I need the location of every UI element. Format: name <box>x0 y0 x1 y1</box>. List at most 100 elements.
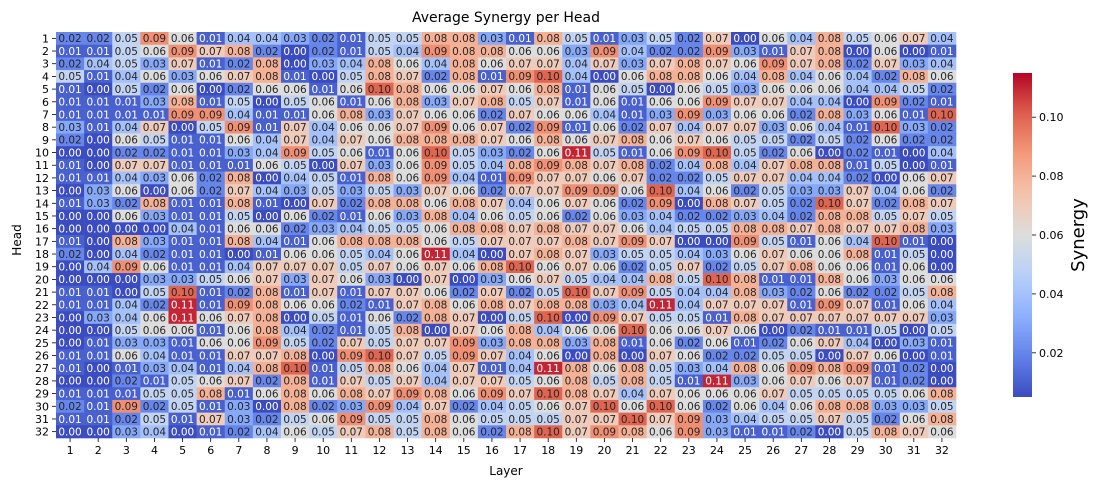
heatmap-cell <box>815 171 844 185</box>
cell-value-label: 0.00 <box>86 135 109 147</box>
cell-value-label: 0.08 <box>621 376 644 388</box>
cell-value-label: 0.08 <box>396 84 419 96</box>
heatmap-cell <box>281 209 310 223</box>
cell-value-label: 0.00 <box>874 173 897 185</box>
cell-value-label: 0.07 <box>818 312 841 324</box>
heatmap-cell <box>871 412 901 426</box>
cell-value-label: 0.01 <box>311 376 334 388</box>
heatmap-cell <box>421 311 451 325</box>
cell-value-label: 0.07 <box>790 223 813 235</box>
heatmap-cell <box>337 70 366 84</box>
cell-value-label: 0.03 <box>480 338 503 350</box>
heatmap-cell <box>168 133 197 147</box>
cell-value-label: 0.06 <box>452 262 476 274</box>
cell-value-label: 0.04 <box>846 71 870 83</box>
heatmap-cell <box>871 399 901 413</box>
cell-value-label: 0.00 <box>86 211 109 223</box>
heatmap-cell <box>618 399 647 413</box>
heatmap-cell <box>506 399 535 413</box>
cell-value-label: 0.01 <box>86 97 109 109</box>
cell-value-label: 0.02 <box>227 287 250 299</box>
heatmap-cell <box>506 425 535 439</box>
cell-value-label: 0.01 <box>311 84 334 96</box>
cell-value-label: 0.05 <box>311 173 334 185</box>
cell-value-label: 0.06 <box>311 236 335 248</box>
cell-value-label: 0.11 <box>536 363 559 375</box>
heatmap-cell <box>815 108 844 122</box>
heatmap-cell <box>477 184 507 198</box>
heatmap-cell <box>421 120 451 134</box>
heatmap-cell <box>899 361 929 375</box>
cell-value-label: 0.04 <box>930 147 954 159</box>
x-axis-ticks: 1 2 3 4 5 6 7 8 9 10 11 12 13 14 15 16 17 18 19 20 21 22 23 24 2… <box>67 438 949 457</box>
cell-value-label: 0.03 <box>874 401 897 413</box>
heatmap-cell <box>84 235 113 248</box>
cell-value-label: 0.07 <box>283 122 306 134</box>
cell-value-label: 0.06 <box>649 147 673 159</box>
heatmap-cell <box>337 108 366 122</box>
cell-value-label: 0.01 <box>171 236 194 248</box>
heatmap-cell <box>112 374 141 388</box>
cell-value-label: 0.00 <box>818 350 841 362</box>
heatmap-cell <box>815 95 844 109</box>
cell-value-label: 0.02 <box>649 173 672 185</box>
heatmap-cell <box>449 387 479 401</box>
heatmap-cell <box>702 158 732 172</box>
cell-value-label: 0.05 <box>846 414 869 426</box>
cell-value-label: 0.02 <box>846 173 869 185</box>
cell-value-label: 0.02 <box>902 363 925 375</box>
cell-value-label: 0.02 <box>227 84 250 96</box>
heatmap-cell <box>337 222 366 236</box>
heatmap-cell <box>393 399 422 413</box>
heatmap-cell <box>534 108 563 122</box>
cell-value-label: 0.07 <box>677 135 700 147</box>
heatmap-cell <box>815 184 844 198</box>
cell-value-label: 0.01 <box>340 173 363 185</box>
heatmap-cell <box>337 184 366 198</box>
heatmap-cell <box>927 311 957 325</box>
heatmap-cell <box>196 273 226 287</box>
cell-value-label: 0.07 <box>255 350 278 362</box>
heatmap-cell <box>56 82 85 96</box>
heatmap-cell <box>759 387 788 401</box>
cell-value-label: 0.00 <box>593 71 616 83</box>
cell-value-label: 0.00 <box>902 160 925 172</box>
cell-value-label: 0.01 <box>790 236 813 248</box>
heatmap-cell <box>112 349 141 363</box>
heatmap-cell <box>196 235 226 248</box>
cell-value-label: 0.05 <box>452 236 475 248</box>
heatmap-cell <box>562 133 591 147</box>
heatmap-cell <box>534 196 563 210</box>
heatmap-cell <box>168 311 197 325</box>
cell-value-label: 0.09 <box>424 122 447 134</box>
heatmap-cell <box>843 108 872 122</box>
cell-value-label: 0.01 <box>199 262 222 274</box>
cell-value-label: 0.01 <box>340 312 363 324</box>
cell-value-label: 0.05 <box>368 376 391 388</box>
cell-value-label: 0.07 <box>733 122 756 134</box>
cell-value-label: 0.06 <box>368 211 392 223</box>
heatmap-cell <box>731 133 760 147</box>
cell-value-label: 0.00 <box>424 325 447 337</box>
cell-value-label: 0.10 <box>565 287 588 299</box>
cell-value-label: 0.02 <box>649 46 672 58</box>
heatmap-cell <box>534 260 563 274</box>
cell-value-label: 0.01 <box>902 236 925 248</box>
cell-value-label: 0.04 <box>705 287 729 299</box>
cell-value-label: 0.06 <box>593 262 617 274</box>
heatmap-cell <box>421 158 451 172</box>
x-tick-label: 27 <box>794 444 808 457</box>
heatmap-cell <box>337 399 366 413</box>
heatmap-cell <box>281 95 310 109</box>
heatmap-cell <box>112 196 141 210</box>
heatmap-cell <box>534 285 563 299</box>
cell-value-label: 0.03 <box>283 185 306 197</box>
cell-value-label: 0.06 <box>368 97 392 109</box>
colorbar-tick-label: 0.08 <box>1039 170 1064 183</box>
cell-value-label: 0.00 <box>58 338 81 350</box>
heatmap-cell <box>899 82 929 96</box>
heatmap-cell <box>281 57 310 71</box>
cell-value-label: 0.02 <box>677 173 700 185</box>
cell-value-label: 0.01 <box>283 287 306 299</box>
cell-value-label: 0.00 <box>874 338 897 350</box>
